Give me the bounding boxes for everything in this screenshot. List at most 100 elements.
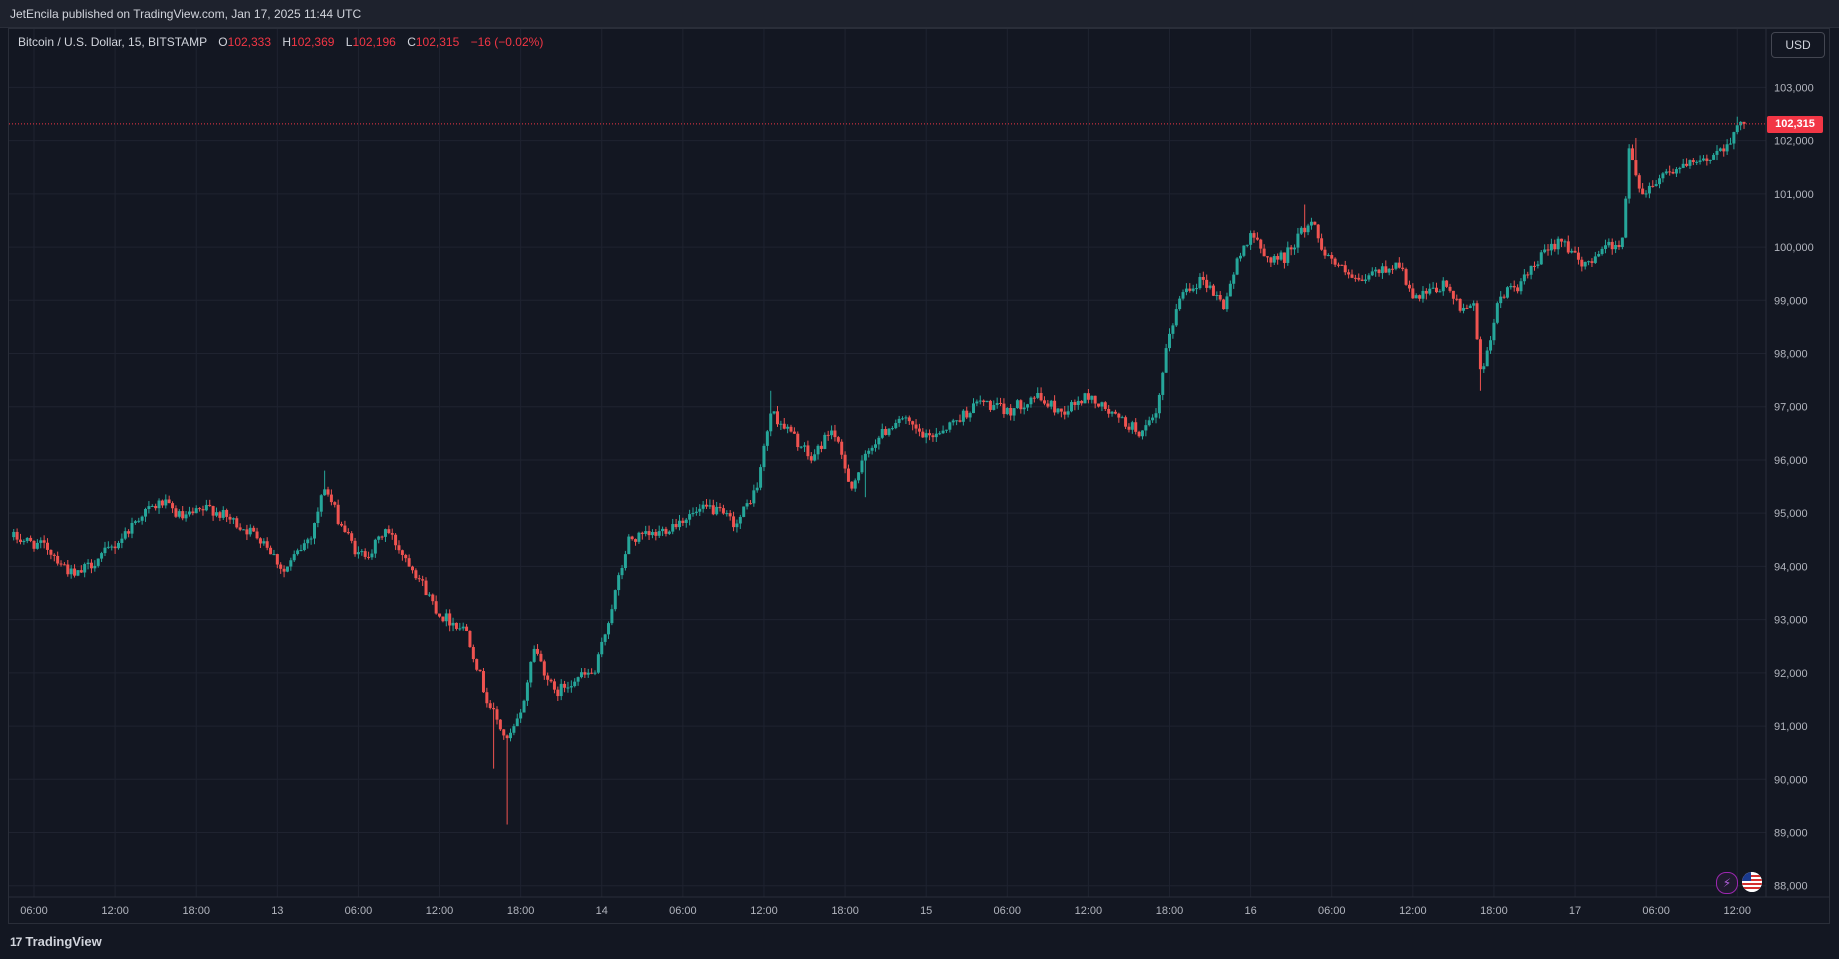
candle [1539,249,1543,265]
candle-body [843,454,847,469]
candle-body [306,539,310,544]
candle [502,728,506,740]
price-axis[interactable]: 103,000 102,000 101,000 100,000 99,000 98,000… [1765,29,1814,897]
candle [289,557,293,571]
candle [383,528,387,542]
candle-body [1634,160,1638,176]
candle-body [1049,400,1053,407]
candle [1512,280,1516,292]
candle [1208,281,1212,290]
candle-body [157,500,161,509]
candle [803,442,807,452]
candle [1090,395,1094,404]
candle [694,506,698,516]
currency-button[interactable]: USD [1771,32,1825,58]
candle-body [1451,290,1455,299]
candle [1458,298,1462,313]
candle [1705,154,1709,166]
candle [1465,304,1469,310]
candle-body [1519,281,1523,292]
candle-body [1428,288,1432,294]
candlestick-chart[interactable]: 103,000 102,000 101,000 100,000 99,000 98,000… [0,0,1839,924]
candle [1343,260,1347,276]
candle-body [424,580,428,596]
candle-body [1391,268,1395,270]
candle [1445,280,1449,289]
candle [1252,230,1256,243]
candle [992,400,996,411]
time-axis[interactable]: 06:00 12:00 18:00 13 06:00 12:00 18:00 14 06:00 1… [9,896,1830,917]
candle [15,528,19,544]
candle [39,537,43,549]
candle [654,529,658,541]
candle-body [1364,279,1368,281]
candle-body [1120,417,1124,419]
candle-body [1370,271,1374,276]
candle [728,510,732,521]
candle [1712,152,1716,161]
candle [1468,303,1472,309]
us-flag-icon[interactable] [1742,872,1762,892]
candle-body [579,672,583,678]
chart-frame[interactable] [8,28,1830,924]
tradingview-mark-icon: 17 [10,934,22,949]
candle [1140,430,1144,440]
candle [1137,430,1141,438]
candle [1647,182,1651,199]
candle-body [965,410,969,418]
candle-body [972,403,976,414]
candle-body [1708,159,1712,161]
candle [326,486,330,497]
candle [1266,256,1270,263]
tradingview-logo[interactable]: 17 TradingView [10,934,102,949]
flash-icon[interactable]: ⚡ [1716,872,1738,894]
candle-body [211,506,215,516]
candle [738,514,742,529]
candle-body [1019,400,1023,410]
candle [752,484,756,507]
y-tick-label: 96,000 [1774,455,1808,467]
candle [1644,190,1648,198]
candle-body [1431,287,1435,289]
candle [316,507,320,528]
candle-body [1340,264,1344,266]
candle [417,574,421,583]
candle [356,546,360,559]
candle-body [336,504,340,524]
x-tick-label: 18:00 [1156,905,1184,917]
candle-body [93,565,97,569]
candle [319,494,323,517]
candle [1120,415,1124,419]
candle-body [116,542,120,549]
candle-body [302,543,306,551]
candle-body [1171,325,1175,334]
candle-body [299,550,303,552]
footer: 17 TradingView [0,924,1839,959]
candle [1691,157,1695,166]
candle-body [123,531,127,539]
candle [1532,261,1536,271]
candle [154,503,158,511]
candle [231,517,235,525]
candle [961,409,965,426]
candle [1407,280,1411,292]
candle [471,644,475,663]
candle [282,565,286,578]
candle [1080,399,1084,406]
candle-body [204,504,208,511]
candle-body [1032,397,1036,399]
candle-body [400,550,404,555]
candle-body [316,511,320,524]
candle [613,589,617,612]
candle-body [448,613,452,626]
candle [1725,139,1729,155]
candle-body [1492,322,1496,341]
candle-body [177,511,181,517]
candle-body [1029,397,1033,405]
candle-body [113,546,117,549]
candle [1587,260,1591,266]
candle [542,659,546,680]
candle [302,539,306,552]
candle [1678,166,1682,174]
candle-body [279,564,283,569]
